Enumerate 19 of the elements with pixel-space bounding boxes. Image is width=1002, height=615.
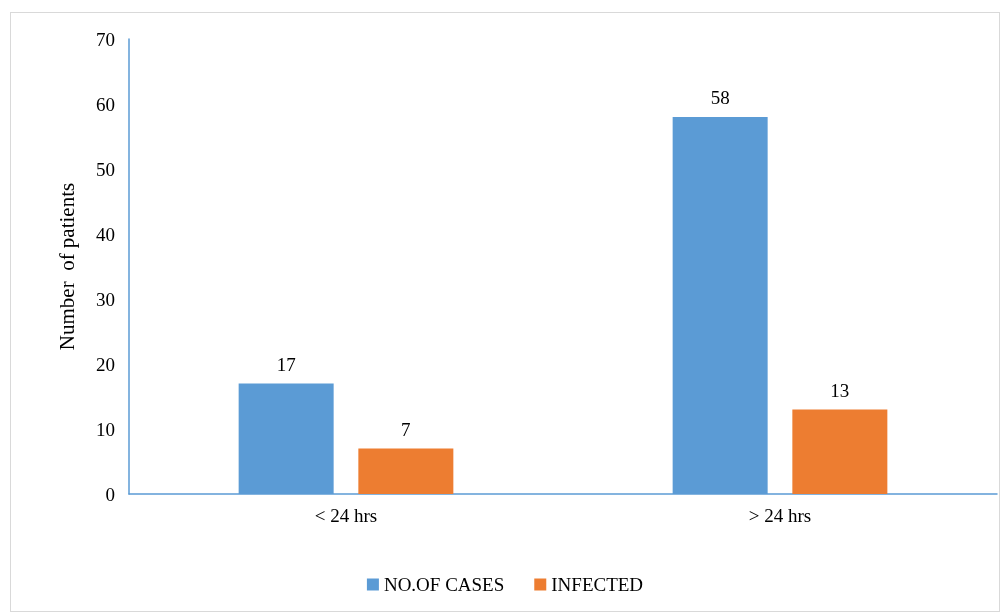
bar: [792, 409, 888, 494]
y-tick-label: 0: [105, 483, 115, 505]
y-tick-label: 10: [96, 418, 115, 440]
y-tick-label: 20: [96, 353, 115, 375]
data-label: 13: [830, 379, 850, 401]
data-label: 7: [401, 418, 411, 440]
data-label: 58: [710, 87, 730, 108]
y-tick-label: 50: [96, 158, 115, 180]
data-label: 17: [276, 353, 296, 375]
y-tick-label: 60: [96, 93, 115, 115]
x-tick-label: > 24 hrs: [748, 505, 812, 526]
legend-label: NO.OF CASES: [383, 574, 505, 595]
bar: [358, 448, 454, 494]
y-tick-label: 30: [96, 288, 115, 310]
y-tick-label: 70: [96, 28, 115, 50]
y-tick-label: 40: [96, 223, 115, 245]
legend-label: INFECTED: [551, 574, 644, 595]
y-axis-title: Number of patients: [54, 182, 79, 351]
x-tick-label: < 24 hrs: [314, 505, 378, 526]
